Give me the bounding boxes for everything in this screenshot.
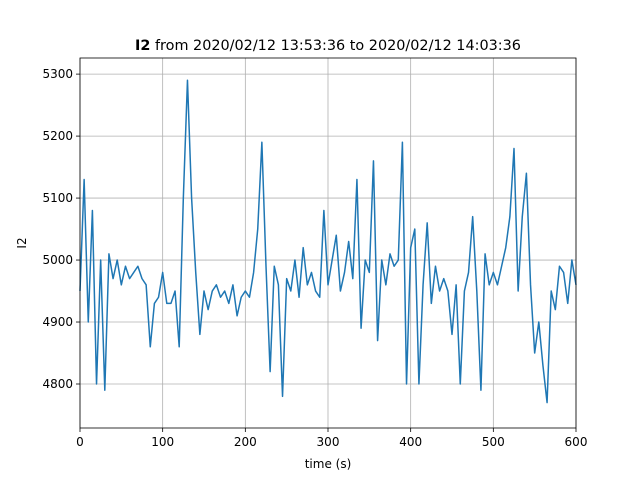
- data-line: [79, 79, 577, 404]
- y-tick-label: 5300: [42, 67, 73, 81]
- x-tick-label: 400: [399, 435, 422, 449]
- x-tick-label: 500: [482, 435, 505, 449]
- x-tick-label: 100: [151, 435, 174, 449]
- plot-area: 0 100 200 300 400 500 600 4800 4900 5000 5100 5200 5…: [42, 57, 588, 449]
- title-rest: from 2020/02/12 13:53:36 to 2020/02/12 1…: [155, 38, 521, 54]
- axes-frame: [79, 57, 577, 429]
- y-tick-label: 5100: [42, 191, 73, 205]
- x-tick-label: 0: [76, 435, 84, 449]
- y-tick-label: 4900: [42, 315, 73, 329]
- y-tick-label: 5000: [42, 253, 73, 267]
- y-axis-label: I2: [15, 237, 29, 248]
- x-axis-label: time (s): [305, 457, 352, 471]
- chart-title: I2 from 2020/02/12 13:53:36 to 2020/02/1…: [135, 38, 521, 54]
- y-tick-label: 5200: [42, 129, 73, 143]
- y-tick-label: 4800: [42, 377, 73, 391]
- x-tick-label: 600: [565, 435, 588, 449]
- x-tick-label: 300: [317, 435, 340, 449]
- x-tick-label: 200: [234, 435, 257, 449]
- title-bold: I2: [135, 38, 150, 54]
